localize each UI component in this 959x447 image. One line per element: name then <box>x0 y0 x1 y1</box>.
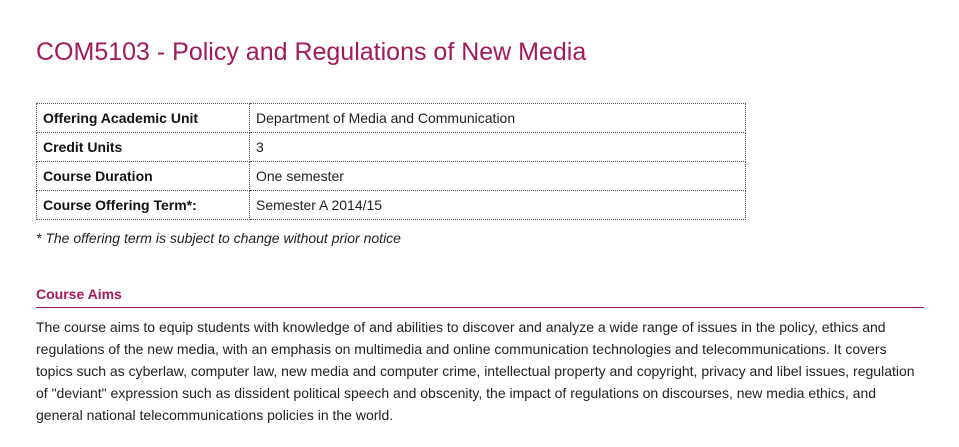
row-label-course-duration: Course Duration <box>36 161 250 191</box>
row-label-credit-units: Credit Units <box>36 132 250 162</box>
row-value-course-duration: One semester <box>249 161 746 191</box>
table-row: Course Duration One semester <box>36 161 746 191</box>
row-label-offering-term: Course Offering Term*: <box>36 190 250 220</box>
row-value-offering-term: Semester A 2014/15 <box>249 190 746 220</box>
course-aims-heading: Course Aims <box>36 286 924 308</box>
row-label-offering-unit: Offering Academic Unit <box>36 103 250 133</box>
table-row: Course Offering Term*: Semester A 2014/1… <box>36 190 746 220</box>
row-value-credit-units: 3 <box>249 132 746 162</box>
row-value-offering-unit: Department of Media and Communication <box>249 103 746 133</box>
page-title: COM5103 - Policy and Regulations of New … <box>36 38 587 66</box>
table-row: Credit Units 3 <box>36 132 746 162</box>
table-row: Offering Academic Unit Department of Med… <box>36 103 746 133</box>
course-aims-body: The course aims to equip students with k… <box>36 319 915 423</box>
offering-term-note: * The offering term is subject to change… <box>36 230 401 246</box>
course-info-table: Offering Academic Unit Department of Med… <box>36 103 746 220</box>
